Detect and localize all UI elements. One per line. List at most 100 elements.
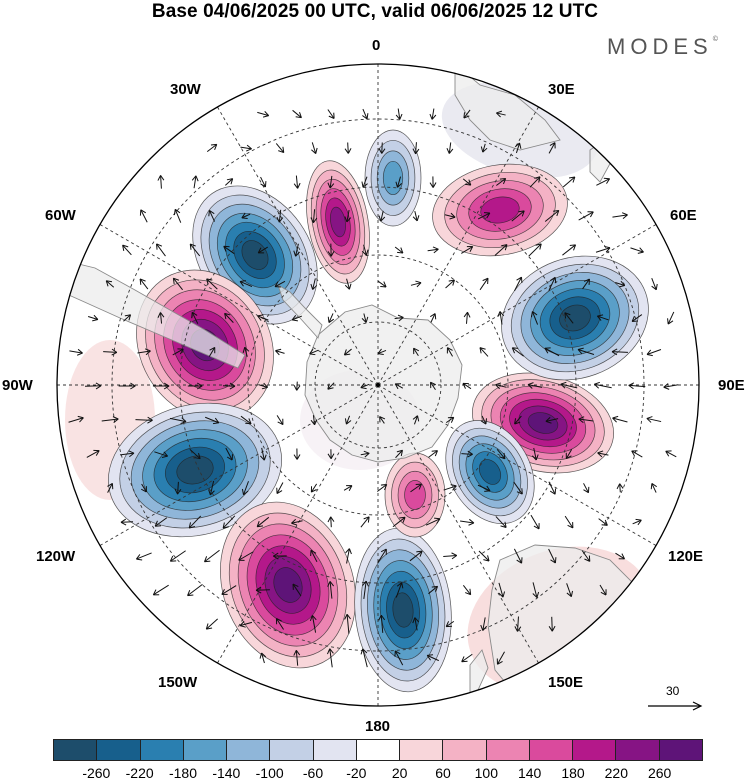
wind-vector [187,583,203,597]
wind-vector [223,382,236,390]
wind-vector [495,382,507,390]
wind-vector [157,175,165,189]
wind-vector [596,314,609,321]
wind-vector [412,415,420,425]
wind-vector [274,280,286,288]
reference-vector: 30 [646,684,706,714]
wind-vector [255,586,270,594]
wind-vector [560,381,578,389]
wind-vector [187,382,203,390]
colorbar-cell [529,740,574,760]
wind-vector [394,383,404,390]
wind-vector [548,142,556,154]
wind-vector [425,517,441,526]
wind-vector [443,484,457,491]
wind-vector [205,416,220,425]
wind-vector [650,482,657,493]
wind-vector [257,246,268,254]
wind-vector [528,243,542,257]
wind-vector [257,314,269,321]
colorbar-cell [140,740,184,760]
colorbar-tick-label: 20 [391,765,408,781]
wind-vector [208,346,216,357]
wind-vector [378,614,386,633]
lon-label-90e: 90E [718,377,745,394]
wind-vector [581,550,591,562]
colorbar-tick-label: 220 [604,765,629,781]
wind-vector [141,483,147,493]
wind-vector [152,584,169,596]
wind-vector [120,518,134,526]
wind-vector [309,348,319,356]
wind-vector [514,616,522,632]
wind-vector [344,613,351,634]
wind-vector [527,382,543,389]
wind-vector [259,447,267,461]
wind-vector [240,415,252,425]
wind-vector [651,278,658,291]
wind-vector [224,312,234,323]
wind-vector [612,212,628,219]
lon-label-180: 180 [365,718,391,735]
wind-vector [378,142,386,154]
wind-vector [530,311,539,325]
colorbar-tick-label: -100 [255,765,284,781]
wind-vector [293,243,300,257]
wind-vector [327,313,335,323]
positive-anomaly [384,452,446,538]
wind-vector [631,314,643,322]
wind-vector [446,347,453,357]
wind-vector [498,582,506,598]
wind-vector [327,382,335,390]
wind-vector [343,348,352,356]
wind-vector [360,648,368,668]
colorbar-cell [400,740,444,760]
wind-vector [69,348,83,356]
wind-vector [596,177,611,186]
wind-vector [242,346,250,357]
wind-vector [293,650,301,666]
wind-vector [291,518,303,526]
wind-vector [118,382,136,390]
colorbar [53,739,703,761]
wind-vector [628,382,646,390]
wind-vector [311,142,318,154]
wind-vector [480,415,488,425]
wind-vector [293,448,301,460]
wind-vector [630,247,644,254]
wind-vector [548,548,557,564]
wind-vector [445,416,455,424]
wind-vector [478,550,490,562]
wind-vector [123,314,132,322]
wind-vector [598,518,608,526]
wind-vector [258,382,268,390]
wind-vector [578,211,594,221]
wind-vector [496,178,507,186]
positive-anomaly [220,501,356,669]
wind-vector [191,175,199,189]
colorbar-tick-label: 140 [517,765,542,781]
colorbar-tick-label: 60 [435,765,451,781]
wind-vector [343,485,353,492]
wind-vector [206,278,218,290]
wind-vector [410,483,422,493]
negative-anomaly [364,129,422,227]
wind-vector [545,416,559,424]
wind-vector [532,582,540,598]
wind-vector [157,312,165,324]
colorbar-tick-label: -260 [82,765,111,781]
wind-vector [122,244,132,256]
wind-vectors [68,108,679,668]
lon-label-90w: 90W [2,377,33,394]
landmass-south-america [61,259,246,369]
colorbar-cell [227,740,271,760]
wind-vector [292,109,302,119]
wind-vector [663,383,679,390]
colorbar-cell [659,740,702,760]
wind-vector [275,618,284,630]
wind-vector [291,314,303,322]
wind-vector [135,552,152,561]
negative-anomaly [501,255,649,381]
wind-vector [412,142,420,155]
wind-vector [105,280,115,288]
